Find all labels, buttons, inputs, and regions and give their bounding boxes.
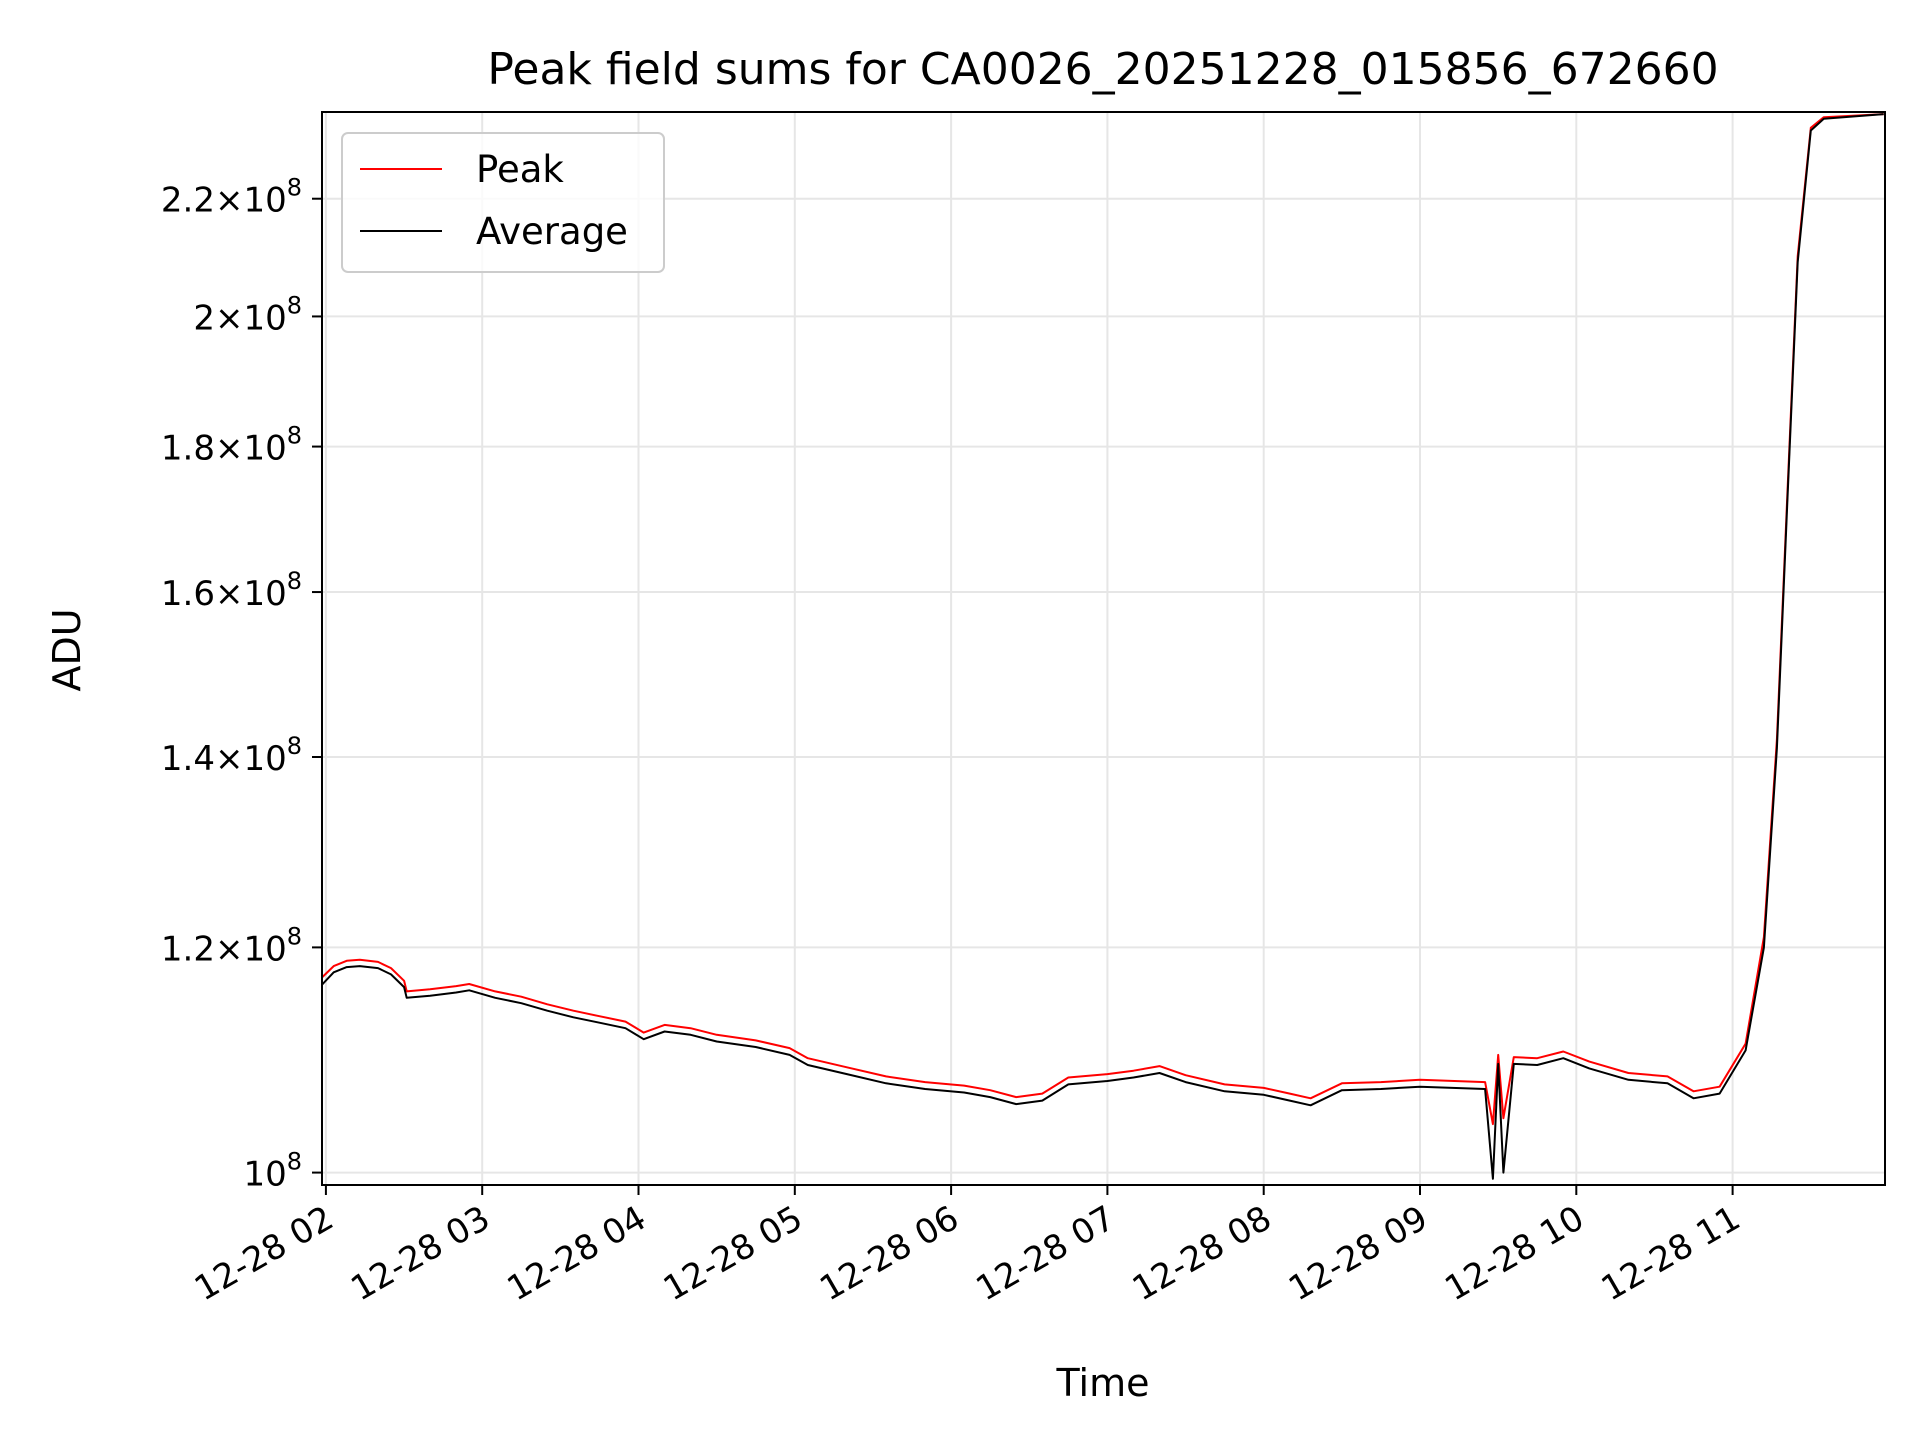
y-tick-label: 108 [243,1148,302,1195]
legend-label-peak: Peak [476,148,564,191]
x-axis-label: Time [1056,1361,1150,1405]
y-axis-label: ADU [45,608,89,691]
y-tick-label: 2.2×108 [161,174,302,221]
y-tick-label: 1.6×108 [161,567,302,614]
y-tick-label: 2×108 [193,291,302,338]
legend-label-average: Average [476,210,628,253]
grid [322,112,1885,1185]
plot-frame [321,111,1886,1186]
legend-box [341,132,665,273]
series-layer [322,113,1884,1180]
y-tick-label: 1.2×108 [161,922,302,969]
legend: Peak Average [341,132,665,273]
series-line-peak [322,113,1884,1126]
y-tick-label: 1.4×108 [161,732,302,779]
y-axis: 108 1.2×108 1.4×108 1.6×108 1.8×108 2×108 2.2×… [161,174,322,1195]
series-line-average [322,113,1884,1180]
chart-title: Peak field sums for CA0026_20251228_0158… [487,44,1718,95]
y-tick-label: 1.8×108 [161,422,302,469]
